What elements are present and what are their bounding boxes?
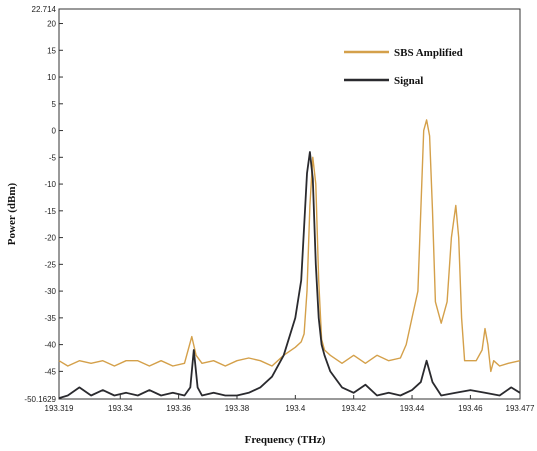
y-tick-label: -35 bbox=[44, 314, 56, 323]
y-tick-label: -20 bbox=[44, 234, 56, 243]
x-tick-label: 193.38 bbox=[225, 404, 250, 413]
x-tick-label: 193.4 bbox=[285, 404, 306, 413]
y-tick-label: 20 bbox=[47, 20, 56, 29]
y-tick-label: -50.1629 bbox=[24, 395, 56, 404]
x-tick-label: 193.34 bbox=[108, 404, 133, 413]
x-tick-label: 193.36 bbox=[166, 404, 191, 413]
y-tick-label: -15 bbox=[44, 207, 56, 216]
series-line-signal bbox=[58, 151, 521, 399]
x-tick-label: 193.44 bbox=[400, 404, 425, 413]
y-tick-label: 5 bbox=[52, 100, 57, 109]
legend-label-sbs-amplified: SBS Amplified bbox=[394, 47, 463, 59]
x-tick-label: 193.42 bbox=[341, 404, 366, 413]
series-layer bbox=[58, 119, 521, 399]
x-axis-label: Frequency (THz) bbox=[245, 434, 326, 446]
y-tick-label: 10 bbox=[47, 73, 56, 82]
y-axis-ticks: 22.714 20 15 10 5 0 -5 -10 -15 -20 -25 -30 -35 -40 -45… bbox=[24, 5, 63, 404]
legend: SBS Amplified Signal bbox=[344, 47, 463, 87]
y-tick-label: 0 bbox=[52, 127, 57, 136]
y-tick-label: -10 bbox=[44, 180, 56, 189]
y-axis-label: Power (dBm) bbox=[6, 182, 18, 245]
y-tick-label: -25 bbox=[44, 260, 56, 269]
y-tick-label: 15 bbox=[47, 46, 56, 55]
y-tick-label: -40 bbox=[44, 341, 56, 350]
y-tick-label: -45 bbox=[44, 367, 56, 376]
x-tick-label: 193.46 bbox=[458, 404, 483, 413]
y-tick-label: -5 bbox=[49, 153, 57, 162]
legend-label-signal: Signal bbox=[394, 75, 423, 87]
plot-frame bbox=[58, 8, 521, 400]
series-line-sbs-amplified bbox=[58, 119, 521, 373]
x-axis-ticks: 193.319 193.34 193.36 193.38 193.4 193.42 193.… bbox=[45, 395, 535, 413]
x-tick-label: 193.319 bbox=[45, 404, 74, 413]
y-tick-label: 22.714 bbox=[32, 5, 57, 14]
y-tick-label: -30 bbox=[44, 287, 56, 296]
x-tick-label: 193.477 bbox=[506, 404, 535, 413]
